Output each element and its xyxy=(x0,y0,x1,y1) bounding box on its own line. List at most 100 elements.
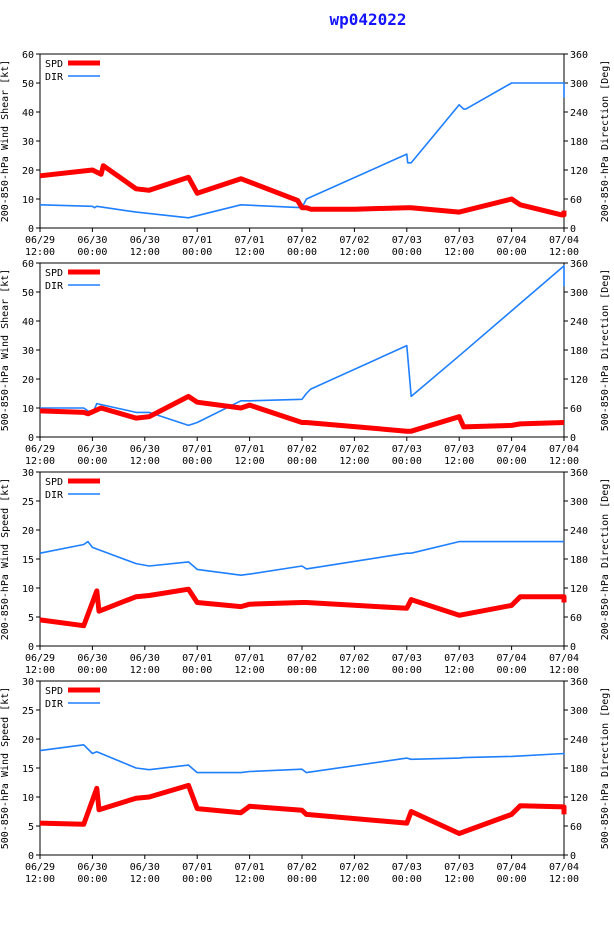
y-right-tick-label: 240 xyxy=(570,317,588,328)
y-left-tick-label: 25 xyxy=(22,706,34,717)
y-right-tick-label: 120 xyxy=(570,166,588,177)
x-tick-time: 00:00 xyxy=(182,456,212,467)
x-tick-date: 07/02 xyxy=(339,862,369,873)
x-tick-time: 12:00 xyxy=(444,456,474,467)
x-tick-date: 07/03 xyxy=(444,235,474,246)
y-left-tick-label: 20 xyxy=(22,735,34,746)
y-left-tick-label: 5 xyxy=(28,822,34,833)
y-right-tick-label: 60 xyxy=(570,822,582,833)
x-tick-time: 00:00 xyxy=(287,456,317,467)
x-tick-time: 12:00 xyxy=(235,665,265,676)
x-tick-date: 07/03 xyxy=(444,444,474,455)
x-tick-date: 07/04 xyxy=(549,862,579,873)
x-tick-time: 12:00 xyxy=(130,456,160,467)
dir-series-line xyxy=(39,540,564,577)
y-left-tick-label: 20 xyxy=(22,166,34,177)
x-tick-date: 06/29 xyxy=(25,444,55,455)
legend-label-dir: DIR xyxy=(45,699,64,710)
x-tick-time: 00:00 xyxy=(392,665,422,676)
y-left-tick-label: 10 xyxy=(22,404,34,415)
y-right-tick-label: 240 xyxy=(570,735,588,746)
spd-series-line xyxy=(39,586,567,629)
x-tick-date: 07/01 xyxy=(182,235,212,246)
x-tick-date: 07/02 xyxy=(339,235,369,246)
legend: SPD DIR xyxy=(45,686,100,710)
x-tick-time: 00:00 xyxy=(497,665,527,676)
legend-label-dir: DIR xyxy=(45,281,64,292)
x-tick-date: 06/29 xyxy=(25,235,55,246)
y-right-tick-label: 300 xyxy=(570,497,588,508)
y-right-tick-label: 360 xyxy=(570,50,588,61)
x-tick-date: 07/03 xyxy=(444,862,474,873)
x-tick-time: 00:00 xyxy=(287,247,317,258)
y-right-axis-title: 500-850-hPa Direction [Deg] xyxy=(600,687,611,850)
chart-panel-3: 05101520253006012018024030036006/2912:00… xyxy=(0,468,611,676)
x-tick-date: 07/04 xyxy=(497,444,527,455)
x-tick-time: 12:00 xyxy=(235,456,265,467)
y-left-tick-label: 50 xyxy=(22,79,34,90)
x-tick-time: 00:00 xyxy=(392,874,422,885)
plot-frame xyxy=(39,471,565,647)
legend-label-spd: SPD xyxy=(45,686,63,697)
y-right-tick-label: 0 xyxy=(570,851,576,862)
x-tick-time: 12:00 xyxy=(549,456,579,467)
y-right-tick-label: 120 xyxy=(570,375,588,386)
legend-label-spd: SPD xyxy=(45,477,63,488)
y-right-tick-label: 120 xyxy=(570,793,588,804)
legend-label-spd: SPD xyxy=(45,59,63,70)
x-tick-date: 07/01 xyxy=(235,653,265,664)
y-left-tick-label: 0 xyxy=(28,851,34,862)
x-tick-date: 07/03 xyxy=(444,653,474,664)
legend-label-dir: DIR xyxy=(45,490,64,501)
y-left-tick-label: 60 xyxy=(22,259,34,270)
y-left-tick-label: 0 xyxy=(28,642,34,653)
y-left-tick-label: 10 xyxy=(22,584,34,595)
spd-series-line xyxy=(39,163,567,218)
x-tick-date: 07/02 xyxy=(339,653,369,664)
y-left-tick-label: 15 xyxy=(22,555,34,566)
x-tick-date: 07/04 xyxy=(497,235,527,246)
x-tick-time: 00:00 xyxy=(497,874,527,885)
x-tick-date: 06/30 xyxy=(77,862,107,873)
legend: SPD DIR xyxy=(45,59,100,83)
x-tick-date: 07/03 xyxy=(392,235,422,246)
y-left-tick-label: 20 xyxy=(22,526,34,537)
x-tick-date: 07/04 xyxy=(549,235,579,246)
x-tick-time: 12:00 xyxy=(235,874,265,885)
y-left-tick-label: 0 xyxy=(28,433,34,444)
x-tick-time: 00:00 xyxy=(287,665,317,676)
y-right-tick-label: 300 xyxy=(570,79,588,90)
x-tick-time: 12:00 xyxy=(25,665,55,676)
y-left-tick-label: 40 xyxy=(22,317,34,328)
x-tick-date: 07/04 xyxy=(549,653,579,664)
y-right-tick-label: 0 xyxy=(570,433,576,444)
y-left-tick-label: 20 xyxy=(22,375,34,386)
y-right-tick-label: 60 xyxy=(570,613,582,624)
x-tick-date: 06/30 xyxy=(130,653,160,664)
y-right-tick-label: 180 xyxy=(570,555,588,566)
x-tick-date: 07/03 xyxy=(392,653,422,664)
spd-series-line xyxy=(39,393,565,434)
x-tick-time: 12:00 xyxy=(130,874,160,885)
y-left-axis-title: 500-850-hPa Wind Shear [kt] xyxy=(0,269,11,432)
y-left-tick-label: 60 xyxy=(22,50,34,61)
x-tick-time: 12:00 xyxy=(130,665,160,676)
plot-frame xyxy=(39,680,565,856)
y-right-tick-label: 180 xyxy=(570,764,588,775)
y-right-tick-label: 180 xyxy=(570,346,588,357)
y-right-tick-label: 60 xyxy=(570,404,582,415)
legend: SPD DIR xyxy=(45,477,100,501)
y-left-axis-title: 200-850-hPa Wind Shear [kt] xyxy=(0,60,11,223)
y-left-tick-label: 5 xyxy=(28,613,34,624)
x-tick-date: 06/30 xyxy=(77,653,107,664)
x-tick-date: 07/01 xyxy=(235,862,265,873)
x-tick-time: 12:00 xyxy=(339,874,369,885)
y-left-tick-label: 40 xyxy=(22,108,34,119)
x-tick-time: 00:00 xyxy=(182,665,212,676)
y-right-tick-label: 240 xyxy=(570,108,588,119)
x-tick-date: 07/04 xyxy=(549,444,579,455)
chart-panel-2: 010203040506006012018024030036006/2912:0… xyxy=(0,259,611,467)
x-tick-time: 12:00 xyxy=(549,874,579,885)
y-left-tick-label: 30 xyxy=(22,137,34,148)
